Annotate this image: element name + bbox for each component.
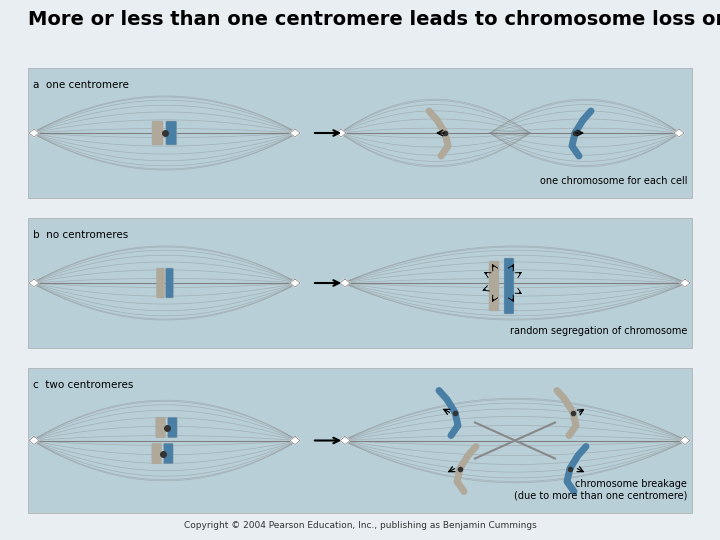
Polygon shape bbox=[680, 436, 690, 444]
FancyBboxPatch shape bbox=[504, 258, 514, 314]
Polygon shape bbox=[290, 279, 300, 287]
FancyBboxPatch shape bbox=[166, 268, 174, 298]
Bar bbox=[28, 218, 692, 348]
Polygon shape bbox=[336, 129, 346, 137]
FancyBboxPatch shape bbox=[168, 417, 177, 438]
Bar bbox=[28, 368, 692, 513]
Polygon shape bbox=[290, 129, 300, 137]
Polygon shape bbox=[290, 436, 300, 444]
Polygon shape bbox=[680, 279, 690, 287]
Text: c  two centromeres: c two centromeres bbox=[33, 380, 133, 390]
Text: chromosome breakage
(due to more than one centromere): chromosome breakage (due to more than on… bbox=[513, 480, 687, 501]
Polygon shape bbox=[29, 436, 39, 444]
Polygon shape bbox=[29, 129, 39, 137]
Bar bbox=[28, 68, 692, 198]
FancyBboxPatch shape bbox=[489, 261, 499, 311]
FancyBboxPatch shape bbox=[152, 121, 163, 145]
FancyBboxPatch shape bbox=[152, 443, 161, 464]
FancyBboxPatch shape bbox=[163, 443, 174, 464]
Text: b  no centromeres: b no centromeres bbox=[33, 230, 128, 240]
Text: random segregation of chromosome: random segregation of chromosome bbox=[510, 326, 687, 336]
Polygon shape bbox=[29, 279, 39, 287]
FancyBboxPatch shape bbox=[156, 268, 164, 298]
Text: Copyright © 2004 Pearson Education, Inc., publishing as Benjamin Cummings: Copyright © 2004 Pearson Education, Inc.… bbox=[184, 521, 536, 530]
Polygon shape bbox=[340, 436, 350, 444]
Text: a  one centromere: a one centromere bbox=[33, 80, 129, 90]
Text: one chromosome for each cell: one chromosome for each cell bbox=[539, 176, 687, 186]
Polygon shape bbox=[340, 279, 350, 287]
FancyBboxPatch shape bbox=[166, 121, 177, 145]
Polygon shape bbox=[674, 129, 684, 137]
FancyBboxPatch shape bbox=[156, 417, 166, 438]
Text: More or less than one centromere leads to chromosome loss or breakage: More or less than one centromere leads t… bbox=[28, 10, 720, 29]
